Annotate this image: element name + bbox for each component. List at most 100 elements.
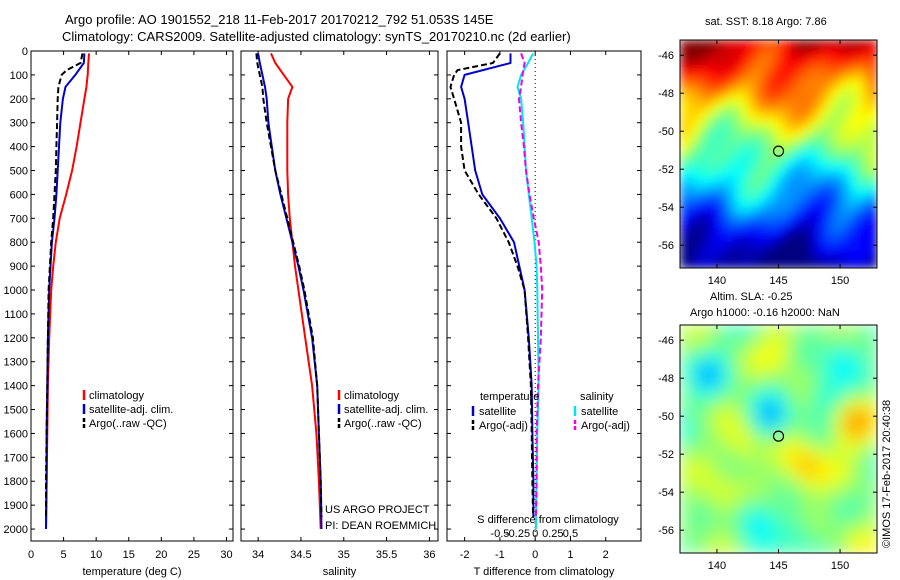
sla-cell <box>743 518 751 526</box>
sla-cell <box>813 404 820 412</box>
sst-cell <box>680 211 687 218</box>
sla-cell <box>755 518 762 526</box>
sla-cell <box>871 547 877 553</box>
sst-cell <box>749 40 757 47</box>
sla-cell <box>732 530 739 537</box>
sla-cell <box>737 376 745 383</box>
sst-cell <box>871 154 877 161</box>
sla-cell <box>697 387 704 395</box>
sla-cell <box>790 496 797 503</box>
sst-cell <box>848 114 855 121</box>
sla-cell <box>859 330 867 338</box>
sla-cell <box>871 382 877 389</box>
sst-cell <box>743 188 751 195</box>
sla-cell <box>755 490 762 497</box>
sla-cell <box>732 370 739 378</box>
sla-cell <box>755 513 762 520</box>
sla-cell <box>720 484 728 492</box>
sla-cell <box>871 467 877 474</box>
sst-cell <box>685 205 693 212</box>
sla-cell <box>714 524 722 531</box>
sla-cell <box>703 507 710 514</box>
sst-cell <box>824 256 832 264</box>
sst-cell <box>790 68 797 75</box>
sst-cell <box>813 193 820 201</box>
sst-cell <box>766 239 774 246</box>
sst-cell <box>743 62 751 70</box>
sla-cell <box>819 518 826 526</box>
sla-cell <box>703 473 710 480</box>
sst-cell <box>824 131 832 138</box>
sla-cell <box>807 336 815 343</box>
sla-cell <box>766 410 774 417</box>
sst-cell <box>761 256 768 264</box>
sst-cell <box>749 97 757 104</box>
sst-cell <box>830 233 838 241</box>
sla-cell <box>790 330 797 338</box>
sst-cell <box>778 262 786 268</box>
sla-cell <box>726 490 733 497</box>
sst-cell <box>714 159 722 167</box>
sst-cell <box>703 102 710 110</box>
sla-cell <box>714 342 722 349</box>
x-tick-label: 140 <box>708 560 726 572</box>
sla-cell <box>853 416 861 423</box>
sst-cell <box>795 239 803 246</box>
sst-cell <box>732 211 739 218</box>
sst-cell <box>784 176 791 184</box>
sst-cell <box>732 142 739 150</box>
sla-cell <box>790 382 797 389</box>
y-tick-label: 500 <box>10 166 28 178</box>
sst-cell <box>778 199 786 207</box>
sst-cell <box>853 193 861 201</box>
sla-cell <box>691 399 699 406</box>
sst-cell <box>842 102 849 110</box>
sst-cell <box>685 228 693 235</box>
sst-cell <box>703 125 710 132</box>
y-tick-label: 1900 <box>4 500 28 512</box>
sla-cell <box>691 342 699 349</box>
sla-cell <box>766 535 774 543</box>
sst-cell <box>819 45 826 53</box>
sst-cell <box>761 102 768 110</box>
sla-cell <box>784 473 791 480</box>
sla-cell <box>732 382 739 389</box>
sst-cell <box>865 171 872 178</box>
sst-cell <box>755 91 762 98</box>
sst-cell <box>737 256 745 264</box>
sst-cell <box>795 154 803 161</box>
y-tick-label: 1500 <box>4 405 28 417</box>
sst-cell <box>790 114 797 121</box>
sla-cell <box>708 359 716 366</box>
sla-cell <box>778 427 786 435</box>
sst-cell <box>691 102 699 110</box>
sla-cell <box>685 507 693 514</box>
sla-cell <box>795 524 803 531</box>
sst-cell <box>795 131 803 138</box>
sst-cell <box>720 114 728 121</box>
sst-cell <box>848 211 855 218</box>
salinity-xlabel: salinity <box>323 566 357 578</box>
sla-cell <box>697 364 704 372</box>
sst-cell <box>697 40 704 47</box>
sst-cell <box>790 193 797 201</box>
sla-cell <box>680 427 687 435</box>
sla-cell <box>859 376 867 383</box>
sla-cell <box>726 427 733 435</box>
sla-cell <box>795 496 803 503</box>
sst-cell <box>772 250 780 258</box>
sla-cell <box>795 439 803 446</box>
sst-cell <box>737 114 745 121</box>
sla-cell <box>761 473 768 480</box>
sst-cell <box>859 79 867 87</box>
sst-cell <box>848 108 855 115</box>
sla-cell <box>836 518 844 526</box>
sst-cell <box>813 171 820 178</box>
sst-cell <box>691 114 699 121</box>
sla-cell <box>749 342 757 349</box>
sst-cell <box>778 222 786 229</box>
sst-cell <box>790 108 797 115</box>
sst-cell <box>685 142 693 150</box>
sla-cell <box>784 461 791 469</box>
sla-cell <box>842 387 849 395</box>
